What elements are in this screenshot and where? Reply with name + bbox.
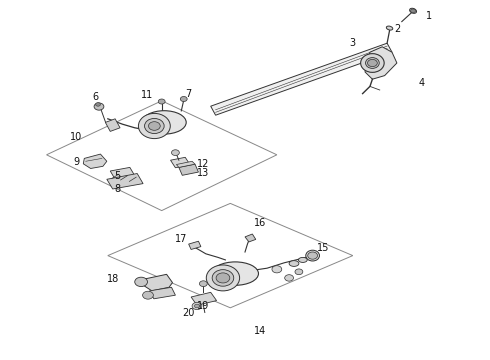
Ellipse shape [361, 54, 384, 72]
Text: 6: 6 [93, 92, 98, 102]
Polygon shape [171, 157, 190, 168]
Polygon shape [189, 241, 201, 249]
Circle shape [195, 304, 199, 308]
Circle shape [158, 99, 165, 104]
Ellipse shape [306, 250, 319, 261]
Ellipse shape [142, 111, 186, 134]
Text: 9: 9 [73, 157, 79, 167]
Text: 4: 4 [418, 78, 424, 88]
Circle shape [135, 277, 147, 287]
Circle shape [199, 281, 207, 287]
Text: 5: 5 [115, 171, 121, 181]
Text: 13: 13 [197, 168, 210, 178]
Polygon shape [176, 161, 195, 167]
Text: 14: 14 [254, 326, 266, 336]
Text: 8: 8 [115, 184, 121, 194]
Circle shape [96, 103, 100, 106]
Polygon shape [110, 167, 135, 179]
Polygon shape [149, 287, 175, 299]
Ellipse shape [145, 118, 164, 134]
Text: 16: 16 [254, 218, 266, 228]
Circle shape [192, 302, 202, 310]
Text: 10: 10 [70, 132, 82, 142]
Ellipse shape [410, 8, 416, 13]
Circle shape [411, 9, 416, 13]
Ellipse shape [138, 113, 171, 139]
Polygon shape [179, 164, 198, 175]
Circle shape [272, 266, 282, 273]
Circle shape [94, 103, 104, 110]
Text: 11: 11 [141, 90, 153, 100]
Text: 2: 2 [394, 24, 400, 34]
Text: 17: 17 [175, 234, 188, 244]
Ellipse shape [289, 261, 299, 266]
Text: 15: 15 [317, 243, 330, 253]
Ellipse shape [386, 26, 393, 30]
Text: 20: 20 [182, 308, 195, 318]
Polygon shape [83, 154, 107, 168]
Circle shape [368, 59, 377, 67]
Polygon shape [191, 292, 217, 305]
Circle shape [216, 273, 230, 283]
Ellipse shape [298, 257, 307, 262]
Circle shape [308, 252, 318, 259]
Circle shape [285, 275, 294, 281]
Ellipse shape [206, 265, 240, 291]
Circle shape [295, 269, 303, 275]
Polygon shape [105, 119, 120, 131]
Ellipse shape [212, 270, 234, 286]
Circle shape [172, 150, 179, 156]
Polygon shape [211, 43, 392, 115]
Polygon shape [107, 174, 143, 189]
Polygon shape [143, 274, 172, 291]
Circle shape [180, 96, 187, 102]
Ellipse shape [366, 58, 379, 68]
Text: 1: 1 [426, 11, 432, 21]
Text: 12: 12 [197, 159, 210, 169]
Text: 3: 3 [350, 38, 356, 48]
Circle shape [148, 122, 160, 130]
Text: 18: 18 [107, 274, 119, 284]
Text: 7: 7 [186, 89, 192, 99]
Circle shape [143, 291, 153, 299]
Ellipse shape [212, 262, 259, 285]
Polygon shape [365, 47, 397, 79]
Text: 19: 19 [197, 301, 210, 311]
Polygon shape [245, 234, 256, 242]
